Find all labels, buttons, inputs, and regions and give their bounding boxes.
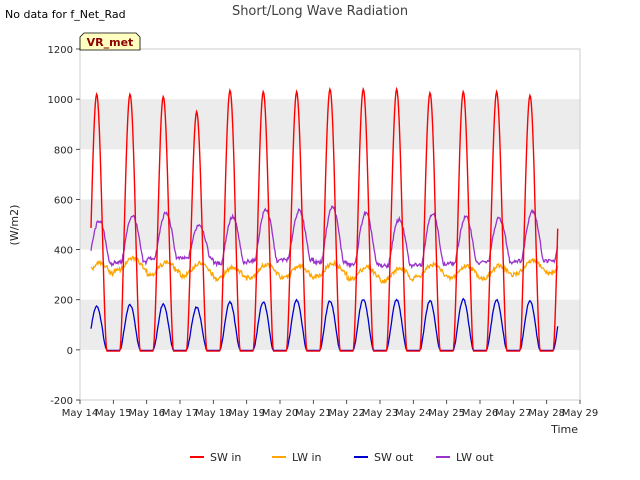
x-tick-label: May 18 (195, 408, 232, 419)
x-tick-label: May 26 (462, 408, 499, 419)
x-tick-label: May 28 (528, 408, 565, 419)
y-tick-label: 800 (54, 145, 73, 156)
plot-frame (79, 48, 581, 401)
y-tick-label: 1000 (48, 95, 73, 106)
x-tick-label: May 23 (362, 408, 399, 419)
y-tick-label: 600 (54, 195, 73, 206)
background-bands (80, 49, 580, 400)
y-tick-label: 1200 (48, 45, 73, 56)
y-axis-label: (W/m2) (8, 205, 21, 246)
y-tick-label: 400 (54, 246, 73, 257)
legend-label-sw-in: SW in (210, 451, 241, 464)
x-tick-label: May 19 (228, 408, 265, 419)
grid-band (80, 99, 580, 150)
x-tick-label: May 17 (162, 408, 199, 419)
series-lines (90, 86, 559, 352)
grid-band (80, 199, 580, 250)
x-tick-label: May 16 (128, 408, 165, 419)
x-tick-label: May 20 (262, 408, 299, 419)
y-tick-label: 0 (67, 346, 73, 357)
x-tick-label: May 29 (562, 408, 599, 419)
line-lw-in (90, 255, 559, 284)
y-axis: -200 0 200 400 600 800 1000 1200 (48, 45, 80, 407)
line-sw-in (90, 86, 559, 352)
x-tick-label: May 21 (295, 408, 332, 419)
x-axis-label: Time (550, 423, 578, 436)
legend-label-lw-in: LW in (292, 451, 322, 464)
y-tick-label: -200 (50, 396, 73, 407)
legend-label-lw-out: LW out (456, 451, 494, 464)
x-tick-label: May 25 (428, 408, 465, 419)
no-data-note: No data for f_Net_Rad (5, 8, 126, 21)
site-badge-box (79, 32, 141, 51)
x-tick-label: May 14 (62, 408, 99, 419)
site-badge-label: VR_met (87, 36, 134, 49)
site-badge: VR_met (79, 32, 141, 51)
x-tick-label: May 15 (95, 408, 132, 419)
legend-label-sw-out: SW out (374, 451, 414, 464)
x-tick-label: May 22 (328, 408, 365, 419)
x-tick-label: May 27 (495, 408, 532, 419)
grid-band (80, 299, 580, 350)
legend: SW in LW in SW out LW out (190, 451, 494, 464)
chart-title: Short/Long Wave Radiation (232, 4, 408, 19)
y-tick-label: 200 (54, 296, 73, 307)
x-tick-label: May 24 (395, 408, 432, 419)
